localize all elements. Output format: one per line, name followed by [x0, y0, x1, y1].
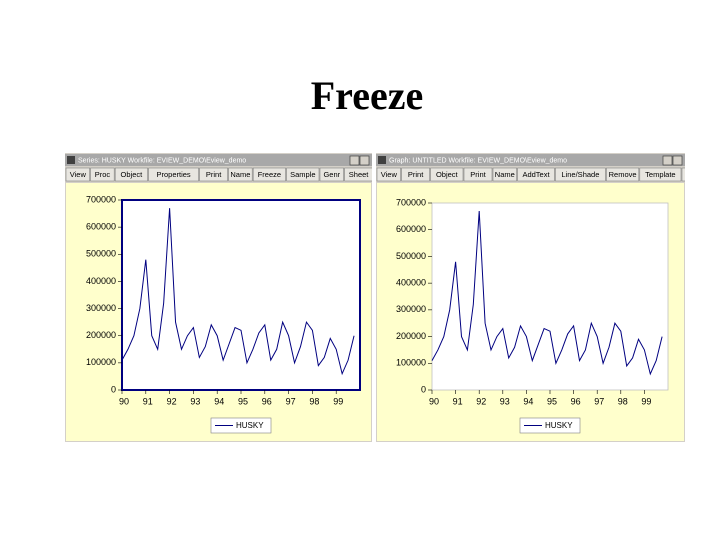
toolbar-label: Template: [645, 170, 675, 179]
y-tick-label: 500000: [86, 249, 116, 259]
toolbar-label: Freeze: [258, 170, 281, 179]
title-bar: [376, 154, 685, 166]
window-icon: [67, 156, 75, 164]
y-tick-label: 200000: [396, 331, 426, 341]
x-tick-label: 99: [333, 396, 343, 406]
x-tick-label: 92: [167, 396, 177, 406]
y-tick-label: 500000: [396, 251, 426, 261]
y-tick-label: 400000: [86, 276, 116, 286]
y-tick-label: 600000: [396, 224, 426, 234]
toolbar-label: Object: [436, 170, 459, 179]
legend-label: HUSKY: [545, 421, 573, 430]
toolbar-label: Remove: [609, 170, 637, 179]
toolbar-button[interactable]: [517, 167, 555, 182]
window-icon: [378, 156, 386, 164]
toolbar-button[interactable]: [90, 167, 115, 182]
toolbar-button[interactable]: [344, 167, 373, 182]
series-line: [431, 210, 663, 376]
window-title: Graph: UNTITLED Workfile: EVIEW_DEMO\Evi…: [389, 157, 567, 164]
legend-box: [519, 417, 581, 434]
x-tick-label: 95: [547, 396, 557, 406]
toolbar-label: Properties: [157, 170, 191, 179]
toolbar-button[interactable]: [286, 167, 320, 182]
y-tick-label: 100000: [86, 357, 116, 367]
toolbar-label: View: [70, 170, 87, 179]
x-tick-label: 91: [453, 396, 463, 406]
window-control[interactable]: [672, 155, 683, 166]
toolbar-label: Options: [687, 170, 713, 179]
x-tick-label: 98: [618, 396, 628, 406]
x-tick-label: 93: [190, 396, 200, 406]
series-window: Series: HUSKY Workfile: EVIEW_DEMO\Eview…: [65, 153, 373, 442]
toolbar-label: Proc: [95, 170, 111, 179]
x-tick-label: 91: [143, 396, 153, 406]
x-tick-label: 90: [429, 396, 439, 406]
y-tick-label: 100000: [396, 358, 426, 368]
toolbar-label: Line/Shade: [561, 170, 599, 179]
x-tick-label: 94: [523, 396, 533, 406]
toolbar-button[interactable]: [148, 167, 199, 182]
toolbar-label: Name: [495, 170, 515, 179]
toolbar-label: Object: [121, 170, 144, 179]
toolbar-button[interactable]: [606, 167, 640, 182]
y-tick-label: 0: [111, 384, 116, 394]
toolbar-button[interactable]: [65, 167, 90, 182]
toolbar-label: Print: [206, 170, 222, 179]
x-tick-label: 92: [476, 396, 486, 406]
y-tick-label: 200000: [86, 330, 116, 340]
toolbar-label: Sample: [290, 170, 315, 179]
toolbar-label: Sheet: [349, 170, 370, 179]
x-tick-label: 99: [641, 396, 651, 406]
toolbar-label: Genr: [323, 170, 340, 179]
toolbar-label: Print: [408, 170, 424, 179]
x-tick-label: 96: [571, 396, 581, 406]
toolbar-label: Print: [470, 170, 486, 179]
window-control[interactable]: [349, 155, 360, 166]
graph-window: Graph: UNTITLED Workfile: EVIEW_DEMO\Evi…: [376, 153, 719, 442]
y-tick-label: 400000: [396, 278, 426, 288]
x-tick-label: 98: [309, 396, 319, 406]
toolbar-button[interactable]: [639, 167, 682, 182]
toolbar-button[interactable]: [430, 167, 464, 182]
x-tick-label: 90: [119, 396, 129, 406]
toolbar-button[interactable]: [319, 167, 344, 182]
window-title: Series: HUSKY Workfile: EVIEW_DEMO\Eview…: [78, 157, 246, 164]
y-tick-label: 600000: [86, 222, 116, 232]
y-tick-label: 300000: [86, 303, 116, 313]
toolbar-button[interactable]: [555, 167, 606, 182]
plot-area: [121, 199, 361, 391]
toolbar-label: Name: [230, 170, 250, 179]
slide-title: Freeze: [311, 73, 423, 118]
toolbar-button[interactable]: [681, 167, 719, 182]
x-tick-label: 95: [238, 396, 248, 406]
title-bar: [65, 154, 372, 166]
y-tick-label: 700000: [86, 194, 116, 204]
x-tick-label: 93: [500, 396, 510, 406]
toolbar-button[interactable]: [492, 167, 517, 182]
toolbar-button[interactable]: [252, 167, 286, 182]
y-tick-label: 300000: [396, 304, 426, 314]
legend-box: [210, 417, 272, 434]
toolbar-button[interactable]: [114, 167, 148, 182]
x-tick-label: 97: [286, 396, 296, 406]
toolbar-button[interactable]: [401, 167, 430, 182]
series-line: [121, 208, 355, 376]
toolbar-button[interactable]: [199, 167, 228, 182]
window-control[interactable]: [662, 155, 673, 166]
toolbar-button[interactable]: [376, 167, 401, 182]
toolbar-label: AddText: [522, 170, 550, 179]
toolbar-button[interactable]: [228, 167, 253, 182]
x-tick-label: 96: [262, 396, 272, 406]
y-tick-label: 0: [421, 384, 426, 394]
toolbar-button[interactable]: [463, 167, 493, 182]
toolbar-label: View: [381, 170, 398, 179]
x-tick-label: 97: [594, 396, 604, 406]
window-control[interactable]: [359, 155, 370, 166]
y-tick-label: 700000: [396, 197, 426, 207]
x-tick-label: 94: [214, 396, 224, 406]
plot-area: [431, 202, 669, 391]
legend-label: HUSKY: [236, 421, 264, 430]
